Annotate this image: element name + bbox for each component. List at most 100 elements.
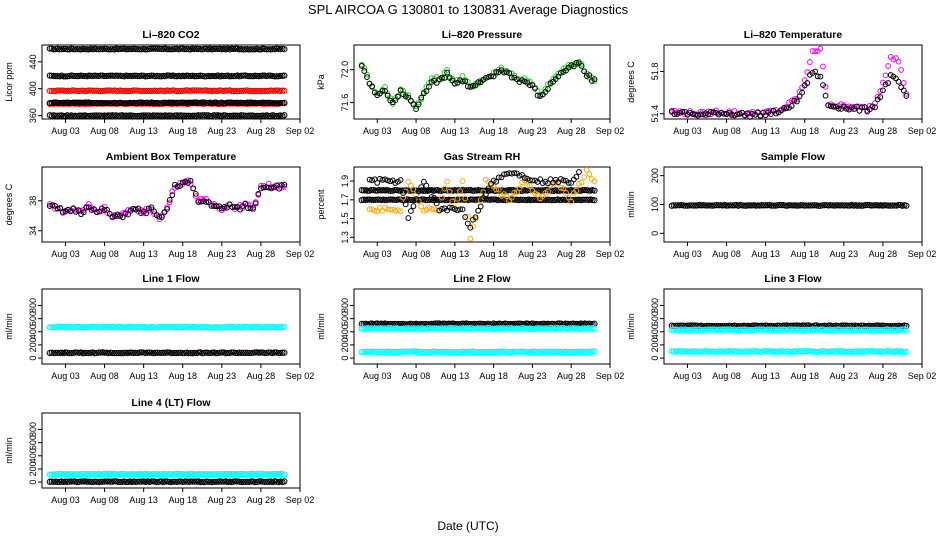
- data-point: [385, 325, 393, 332]
- data-point: [144, 471, 151, 478]
- data-point: [477, 203, 484, 210]
- data-point: [783, 105, 790, 112]
- data-point: [210, 45, 218, 52]
- x-tick-label: Aug 18: [790, 249, 819, 259]
- data-point: [269, 99, 276, 107]
- data-point: [372, 187, 379, 194]
- data-point: [164, 206, 170, 212]
- data-point: [780, 326, 787, 333]
- data-point: [230, 112, 237, 119]
- data-point: [887, 202, 894, 209]
- data-series: [46, 45, 288, 53]
- data-point: [251, 349, 259, 356]
- data-point: [281, 46, 288, 53]
- data-point: [762, 202, 769, 209]
- data-point: [701, 326, 709, 333]
- data-point: [156, 45, 163, 52]
- data-point: [409, 196, 416, 203]
- data-point: [718, 109, 725, 116]
- data-point: [877, 327, 885, 334]
- data-point: [446, 204, 453, 211]
- data-point: [276, 185, 283, 192]
- data-point: [183, 87, 190, 94]
- data-point: [208, 324, 216, 331]
- y-tick-label: 600: [650, 311, 660, 326]
- data-point: [552, 324, 559, 332]
- data-point: [224, 349, 231, 357]
- chart-panel: Li–820 Pressure 71.6 72.0 kPa Aug 03 Aug 08 Au…: [316, 29, 624, 136]
- data-point: [678, 348, 685, 355]
- data-point: [214, 45, 222, 53]
- data-point: [58, 46, 65, 53]
- data-point: [46, 87, 53, 95]
- data-series: [46, 478, 288, 486]
- data-series: [46, 349, 288, 357]
- data-point: [142, 46, 149, 53]
- data-point: [705, 202, 713, 209]
- data-point: [253, 470, 261, 478]
- x-tick-label: Sep 02: [596, 371, 625, 381]
- data-point: [488, 73, 494, 80]
- data-series: [46, 323, 288, 331]
- data-point: [885, 63, 892, 69]
- data-point: [825, 102, 832, 109]
- data-point: [143, 210, 150, 217]
- data-point: [476, 187, 484, 194]
- data-point: [97, 45, 104, 53]
- data-point: [558, 325, 565, 332]
- data-point: [503, 69, 510, 76]
- data-point: [573, 187, 580, 194]
- data-point: [591, 187, 598, 194]
- data-point: [175, 88, 182, 95]
- data-point: [546, 324, 553, 332]
- data-point: [711, 202, 718, 209]
- data-point: [46, 478, 53, 485]
- data-point: [187, 470, 194, 477]
- data-point: [389, 196, 396, 203]
- data-point: [674, 326, 681, 334]
- chart-title: Sample Flow: [761, 151, 826, 163]
- data-point: [74, 99, 81, 106]
- data-point: [97, 478, 104, 485]
- data-point: [842, 348, 849, 355]
- data-point: [464, 213, 471, 220]
- data-point: [77, 99, 85, 106]
- data-point: [240, 478, 247, 486]
- data-point: [400, 87, 407, 94]
- data-point: [62, 73, 69, 80]
- data-point: [517, 196, 524, 203]
- data-point: [212, 45, 220, 53]
- data-point: [451, 349, 458, 356]
- data-point: [128, 349, 136, 356]
- data-point: [268, 185, 275, 192]
- data-point: [715, 202, 722, 209]
- data-point: [418, 96, 425, 103]
- data-point: [434, 325, 441, 332]
- data-point: [834, 326, 842, 333]
- plot-frame: [41, 44, 301, 120]
- data-point: [444, 178, 450, 185]
- data-point: [581, 68, 588, 75]
- data-point: [591, 78, 598, 84]
- data-series: [46, 112, 288, 120]
- plot-frame: [353, 44, 611, 120]
- y-tick-label: 51.8: [650, 63, 660, 81]
- x-tick-label: Aug 28: [557, 249, 586, 259]
- data-point: [86, 201, 92, 207]
- x-tick-label: Sep 02: [286, 371, 315, 381]
- data-point: [132, 87, 139, 94]
- data-point: [891, 202, 898, 209]
- data-point: [836, 202, 844, 209]
- data-point: [83, 324, 91, 331]
- y-tick-label: 71.6: [340, 94, 350, 112]
- x-tick-label: Sep 02: [286, 126, 315, 136]
- x-tick-label: Aug 03: [363, 249, 392, 259]
- data-point: [868, 348, 875, 355]
- data-point: [160, 99, 167, 106]
- x-tick-label: Aug 13: [751, 249, 780, 259]
- data-point: [821, 326, 828, 334]
- data-point: [68, 349, 75, 357]
- data-point: [165, 99, 173, 106]
- data-point: [179, 350, 186, 357]
